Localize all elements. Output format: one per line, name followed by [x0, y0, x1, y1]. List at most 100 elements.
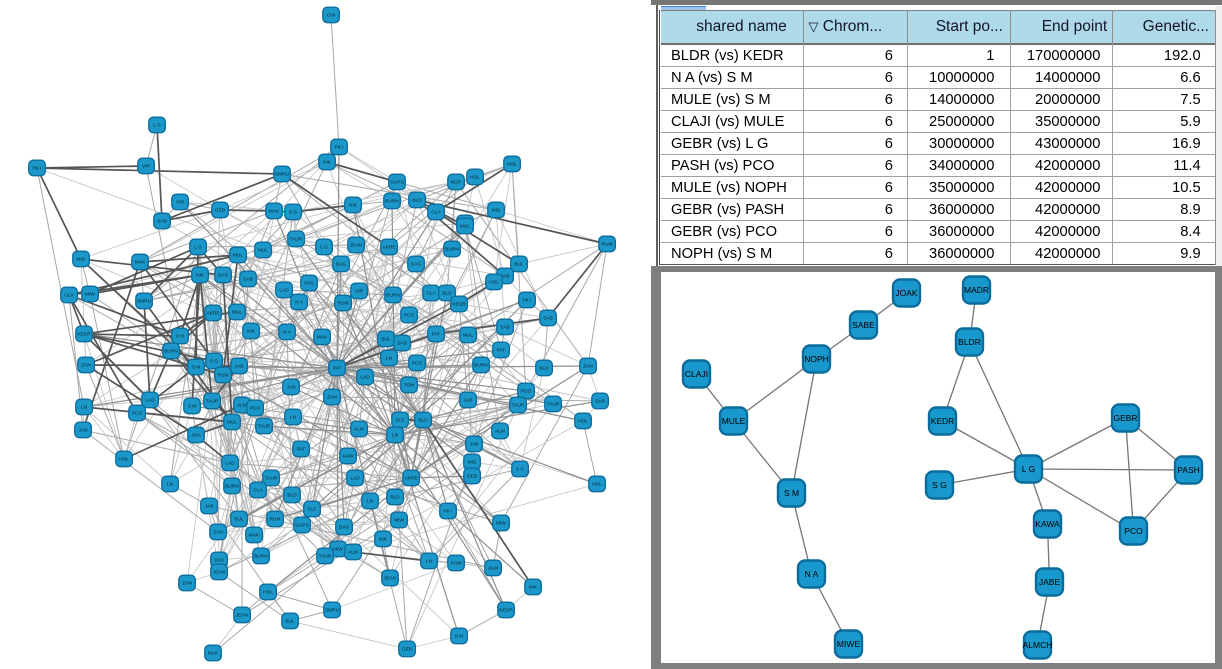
svg-text:CLA: CLA: [431, 210, 441, 216]
svg-text:TAUR: TAUR: [206, 399, 219, 405]
svg-text:MIG: MIG: [467, 460, 476, 466]
svg-text:MIG: MIG: [491, 208, 500, 214]
svg-text:MIWE: MIWE: [836, 639, 859, 649]
svg-text:PAT: PAT: [432, 332, 441, 338]
svg-text:LN: LN: [392, 433, 399, 439]
svg-text:RUM: RUM: [218, 373, 229, 379]
svg-text:BLD: BLD: [390, 495, 400, 501]
svg-text:S M: S M: [455, 634, 464, 640]
svg-text:TAUR: TAUR: [319, 554, 332, 560]
svg-text:CLA: CLA: [253, 488, 263, 494]
svg-text:VIR: VIR: [355, 289, 364, 295]
svg-text:GAPS: GAPS: [390, 180, 403, 186]
svg-text:S M: S M: [192, 365, 201, 371]
svg-text:BURN: BURN: [474, 363, 488, 369]
svg-text:MULE: MULE: [721, 416, 745, 426]
svg-text:ALM: ALM: [348, 550, 358, 556]
svg-text:L G: L G: [153, 123, 161, 129]
svg-text:LN: LN: [386, 356, 393, 362]
svg-text:PK I: PK I: [32, 166, 41, 172]
svg-text:JAB: JAB: [287, 385, 296, 391]
svg-text:MAK: MAK: [249, 533, 260, 539]
svg-text:JAB: JAB: [464, 398, 473, 404]
svg-text:ZAN: ZAN: [182, 581, 192, 587]
svg-text:HOL: HOL: [578, 419, 588, 425]
svg-text:RUM: RUM: [338, 301, 349, 307]
svg-text:RUM: RUM: [270, 517, 281, 523]
svg-text:LN: LN: [426, 559, 433, 565]
svg-text:JOAK: JOAK: [895, 288, 918, 298]
svg-text:BURN: BURN: [445, 247, 459, 253]
svg-text:KAWA: KAWA: [1035, 519, 1060, 529]
svg-text:LN: LN: [367, 499, 374, 505]
svg-text:S G: S G: [210, 359, 219, 365]
svg-text:TAUR: TAUR: [258, 424, 271, 430]
svg-text:S M: S M: [188, 404, 197, 410]
svg-text:NIK: NIK: [323, 160, 332, 166]
svg-text:FLE: FLE: [396, 418, 405, 424]
svg-text:JOA: JOA: [191, 433, 201, 439]
svg-text:PASH: PASH: [1177, 465, 1200, 475]
svg-text:BUL: BUL: [514, 262, 524, 268]
svg-text:L G: L G: [194, 245, 202, 251]
svg-text:MAK: MAK: [135, 260, 146, 266]
svg-text:JAB: JAB: [79, 428, 88, 434]
svg-text:HOL: HOL: [507, 162, 517, 168]
svg-text:LAD: LAD: [145, 398, 155, 404]
svg-text:HOL: HOL: [470, 175, 480, 181]
svg-text:PCO: PCO: [132, 411, 143, 417]
svg-text:AKRE: AKRE: [206, 311, 219, 317]
svg-text:SAB: SAB: [157, 219, 167, 225]
svg-text:PAT: PAT: [297, 447, 306, 453]
svg-text:ALM: ALM: [237, 403, 247, 409]
svg-text:LN: LN: [81, 405, 88, 411]
svg-text:ALM: ALM: [495, 429, 505, 435]
svg-text:AKRE: AKRE: [382, 245, 395, 251]
svg-text:LAD: LAD: [360, 375, 370, 381]
svg-text:MUL: MUL: [233, 253, 243, 259]
svg-text:VIR: VIR: [176, 200, 185, 206]
svg-text:GEBR: GEBR: [1113, 413, 1137, 423]
svg-text:GEB: GEB: [402, 647, 412, 653]
svg-text:BLD: BLD: [287, 493, 297, 499]
svg-text:BUL: BUL: [285, 619, 295, 625]
svg-text:LAD: LAD: [225, 461, 235, 467]
svg-text:MIW: MIW: [394, 518, 404, 524]
svg-text:DAG: DAG: [339, 525, 350, 531]
svg-text:CLA: CLA: [426, 291, 436, 297]
svg-text:JAB: JAB: [501, 274, 510, 280]
svg-text:SABE: SABE: [852, 320, 875, 330]
svg-text:NOPH: NOPH: [804, 354, 829, 364]
svg-text:LN: LN: [290, 415, 297, 421]
svg-text:PAT: PAT: [333, 366, 342, 372]
svg-text:JAB: JAB: [235, 364, 244, 370]
svg-text:BURN: BURN: [385, 199, 399, 205]
svg-text:LN: LN: [167, 482, 174, 488]
svg-text:JEAN: JEAN: [350, 243, 363, 249]
svg-text:ZAN: ZAN: [81, 363, 91, 369]
svg-text:MAK: MAK: [208, 651, 219, 657]
svg-text:PK I: PK I: [522, 298, 531, 304]
svg-text:NIK: NIK: [349, 203, 358, 209]
svg-text:JAB: JAB: [205, 504, 214, 510]
svg-text:SAB: SAB: [543, 316, 553, 322]
svg-text:MUL: MUL: [232, 310, 242, 316]
svg-text:DAG: DAG: [336, 262, 347, 268]
svg-text:TAUR: TAUR: [290, 237, 303, 243]
svg-text:MUL: MUL: [463, 333, 473, 339]
svg-text:MUL: MUL: [460, 224, 470, 230]
svg-text:AKRE: AKRE: [404, 476, 417, 482]
svg-text:PCO: PCO: [1124, 526, 1143, 536]
svg-text:HOL: HOL: [489, 280, 499, 286]
svg-text:KEDR: KEDR: [77, 332, 91, 338]
svg-text:TAUR: TAUR: [547, 402, 560, 408]
svg-text:HOL: HOL: [592, 482, 602, 488]
svg-text:S G: S G: [289, 210, 298, 216]
svg-text:PCO: PCO: [250, 406, 261, 412]
svg-text:TAUR: TAUR: [265, 476, 278, 482]
svg-text:N A: N A: [804, 569, 818, 579]
svg-text:MIW: MIW: [333, 547, 343, 553]
svg-text:MIW: MIW: [85, 292, 95, 298]
svg-text:HOL: HOL: [263, 590, 273, 596]
svg-text:PCO: PCO: [521, 389, 532, 395]
